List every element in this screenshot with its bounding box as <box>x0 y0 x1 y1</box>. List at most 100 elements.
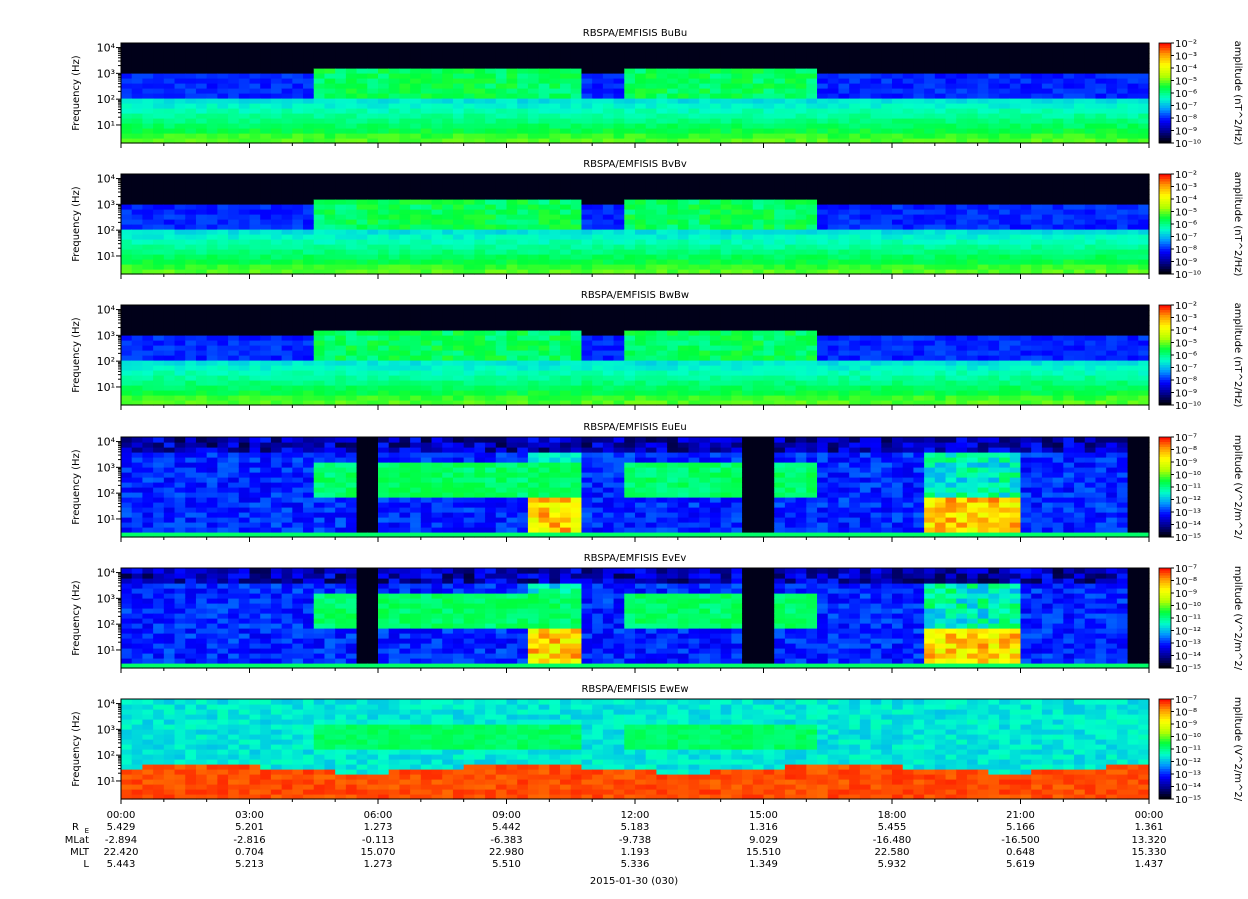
heatmap-cell <box>281 350 293 356</box>
heatmap-cell <box>270 360 283 366</box>
heatmap-cell <box>324 138 336 144</box>
heatmap-cell <box>153 315 165 321</box>
heatmap-cell <box>977 93 989 99</box>
heatmap-cell <box>1041 199 1054 205</box>
heatmap-cell <box>121 345 133 351</box>
heatmap-cell <box>999 254 1011 260</box>
heatmap-cell <box>763 138 775 144</box>
heatmap-cell <box>399 310 411 316</box>
heatmap-cell <box>206 340 218 346</box>
heatmap-cell <box>260 360 272 366</box>
heatmap-cell <box>185 335 197 341</box>
heatmap-cell <box>838 209 850 215</box>
heatmap-cell <box>699 98 711 104</box>
heatmap-cell <box>624 229 636 235</box>
heatmap-cell <box>1106 214 1118 220</box>
heatmap-cell <box>774 58 786 64</box>
heatmap-cell <box>185 113 197 119</box>
heatmap-cell <box>527 194 540 200</box>
heatmap-cell <box>709 133 722 139</box>
heatmap-cell <box>217 335 229 341</box>
heatmap-cell <box>388 88 401 94</box>
heatmap-cell <box>356 254 368 260</box>
heatmap-cell <box>335 113 347 119</box>
heatmap-cell <box>517 118 529 124</box>
heatmap-cell <box>217 123 229 129</box>
heatmap-cell <box>217 385 229 391</box>
heatmap-cell <box>142 249 154 255</box>
heatmap-cell <box>517 269 529 275</box>
heatmap-cell <box>902 244 915 250</box>
heatmap-cell <box>238 118 251 124</box>
heatmap-cell <box>527 340 540 346</box>
heatmap-cell <box>281 244 293 250</box>
heatmap-cell <box>1084 254 1097 260</box>
heatmap-cell <box>549 335 561 341</box>
heatmap-cell <box>624 199 636 205</box>
heatmap-cell <box>313 128 326 134</box>
heatmap-cell <box>817 249 829 255</box>
heatmap-cell <box>849 244 861 250</box>
heatmap-cell <box>699 189 711 195</box>
heatmap-cell <box>163 315 176 321</box>
heatmap-cell <box>827 113 840 119</box>
heatmap-cell <box>313 179 326 185</box>
heatmap-cell <box>859 63 872 69</box>
heatmap-cell <box>281 113 293 119</box>
heatmap-cell <box>870 123 882 129</box>
heatmap-cell <box>367 214 379 220</box>
heatmap-cell <box>549 108 561 114</box>
heatmap-cell <box>153 310 165 316</box>
heatmap-cell <box>185 395 197 401</box>
spectrogram-panel: RBSPA/EMFISIS BwBw10¹10²10³10⁴Frequency … <box>71 290 1243 412</box>
heatmap-cell <box>1127 63 1139 69</box>
heatmap-cell <box>1127 204 1139 210</box>
heatmap-cell <box>517 123 529 129</box>
heatmap-cell <box>1052 214 1064 220</box>
heatmap-cell <box>956 98 968 104</box>
colorbar-swatch <box>1159 45 1171 49</box>
heatmap-cell <box>517 305 529 311</box>
heatmap-cell <box>281 315 293 321</box>
panel-title: RBSPA/EMFISIS BwBw <box>581 290 689 301</box>
heatmap-cell <box>228 325 240 331</box>
heatmap-cell <box>463 305 475 311</box>
heatmap-cell <box>367 88 379 94</box>
heatmap-cell <box>420 128 433 134</box>
heatmap-cell <box>827 53 840 59</box>
heatmap-cell <box>292 199 304 205</box>
heatmap-cell <box>602 204 615 210</box>
heatmap-cell <box>742 133 754 139</box>
heatmap-cell <box>431 365 443 371</box>
heatmap-cell <box>838 53 850 59</box>
heatmap-cell <box>281 73 293 79</box>
heatmap-cell <box>292 380 304 386</box>
heatmap-cell <box>677 269 690 275</box>
heatmap-cell <box>849 174 861 180</box>
heatmap-cell <box>142 325 154 331</box>
heatmap-cell <box>1074 98 1086 104</box>
heatmap-cell <box>410 219 422 225</box>
heatmap-cell <box>335 214 347 220</box>
heatmap-cell <box>667 224 679 230</box>
heatmap-cell <box>956 103 968 109</box>
heatmap-cell <box>688 118 700 124</box>
heatmap-cell <box>303 98 315 104</box>
heatmap-cell <box>303 108 315 114</box>
heatmap-cell <box>420 325 433 331</box>
heatmap-cell <box>720 189 732 195</box>
heatmap-cell <box>485 83 497 89</box>
heatmap-cell <box>720 68 732 74</box>
heatmap-cell <box>656 224 668 230</box>
heatmap-cell <box>388 118 401 124</box>
heatmap-cell <box>560 264 572 270</box>
heatmap-cell <box>570 138 583 144</box>
heatmap-cell <box>442 108 454 114</box>
heatmap-cell <box>849 229 861 235</box>
heatmap-cell <box>270 264 283 270</box>
heatmap-cell <box>238 264 251 270</box>
heatmap-cell <box>892 229 904 235</box>
heatmap-cell <box>999 68 1011 74</box>
heatmap-cell <box>720 48 732 54</box>
heatmap-cell <box>527 128 540 134</box>
